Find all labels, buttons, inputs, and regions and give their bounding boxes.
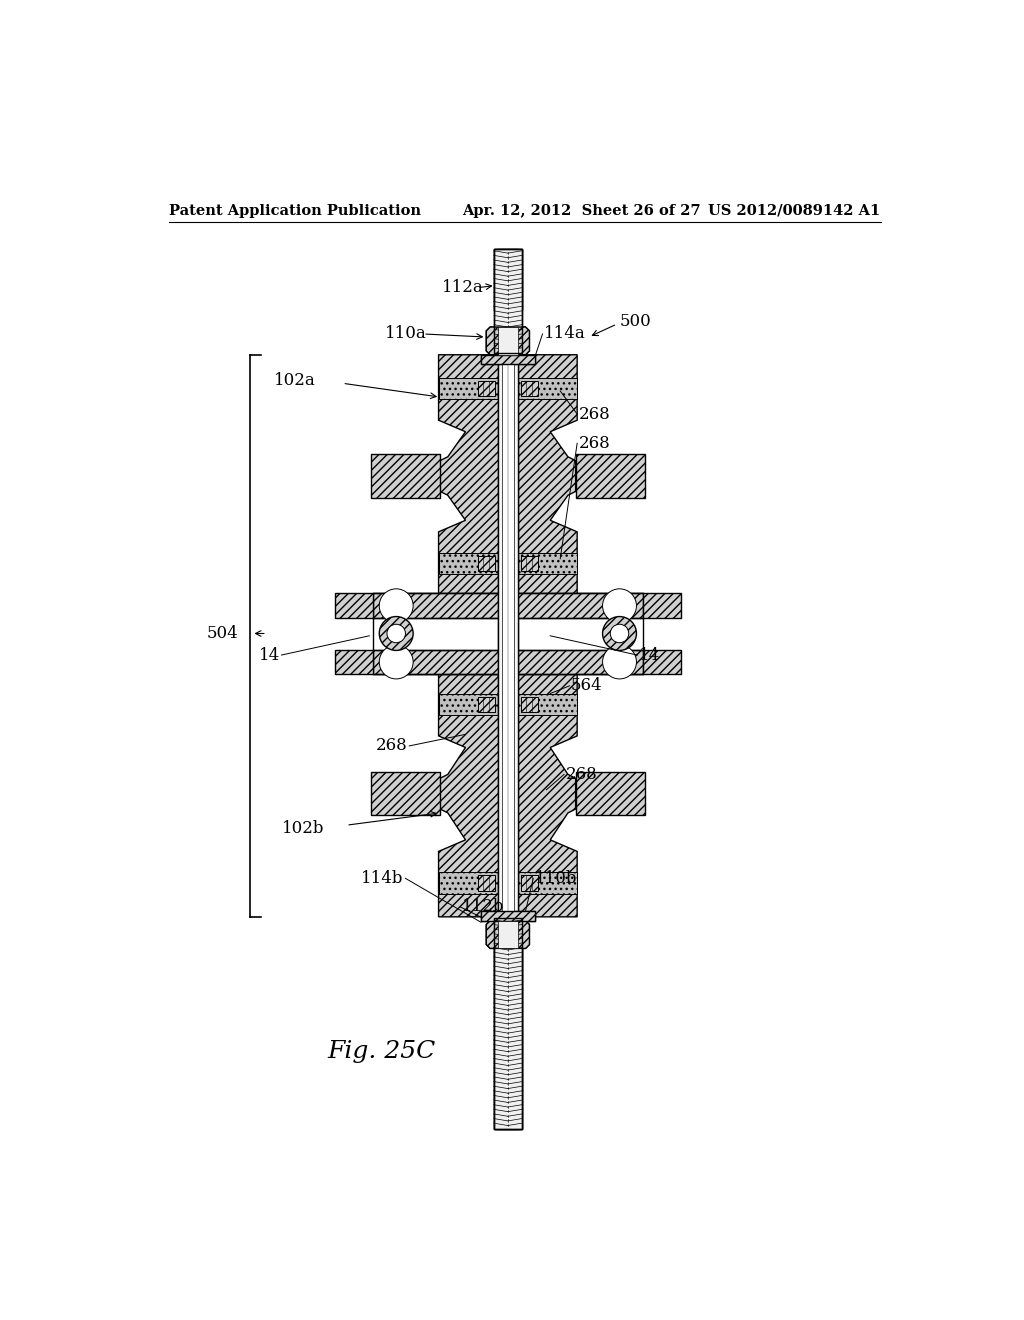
Bar <box>521 697 538 711</box>
Circle shape <box>610 624 629 643</box>
Polygon shape <box>486 921 529 948</box>
Bar <box>438 693 578 715</box>
Bar <box>478 875 495 891</box>
Text: 500: 500 <box>620 313 651 330</box>
Bar <box>498 253 518 1125</box>
Bar <box>498 327 518 355</box>
Bar <box>478 556 495 572</box>
Circle shape <box>602 645 637 678</box>
Polygon shape <box>486 327 529 355</box>
Text: 268: 268 <box>376 738 408 755</box>
Text: 504: 504 <box>207 624 239 642</box>
Text: 110a: 110a <box>385 326 426 342</box>
Bar <box>521 556 538 572</box>
Text: 564: 564 <box>571 677 603 694</box>
Bar <box>494 919 521 1129</box>
Polygon shape <box>486 327 529 355</box>
Text: 112a: 112a <box>442 280 484 296</box>
Bar <box>521 381 538 396</box>
Text: Patent Application Publication: Patent Application Publication <box>169 203 421 218</box>
Text: 268: 268 <box>579 434 610 451</box>
Polygon shape <box>438 671 578 917</box>
Bar <box>494 932 521 1129</box>
Circle shape <box>379 645 413 678</box>
Polygon shape <box>371 454 440 498</box>
Bar <box>502 249 514 1129</box>
Bar <box>643 649 681 675</box>
Text: Fig. 25C: Fig. 25C <box>327 1040 435 1063</box>
Text: US 2012/0089142 A1: US 2012/0089142 A1 <box>709 203 881 218</box>
Bar <box>481 355 535 364</box>
Circle shape <box>602 589 637 623</box>
Bar <box>438 553 578 574</box>
Bar <box>521 875 538 891</box>
Bar <box>494 249 521 310</box>
Text: 114a: 114a <box>544 326 586 342</box>
Polygon shape <box>486 921 529 948</box>
Bar <box>494 932 521 1129</box>
Bar <box>478 697 495 711</box>
Text: Apr. 12, 2012  Sheet 26 of 27: Apr. 12, 2012 Sheet 26 of 27 <box>462 203 700 218</box>
Bar <box>494 249 521 354</box>
Bar <box>502 253 514 1125</box>
Bar <box>438 378 578 400</box>
Polygon shape <box>575 454 645 498</box>
Bar <box>498 327 518 355</box>
Bar <box>498 249 518 1129</box>
Text: 268: 268 <box>565 766 597 783</box>
Text: 110b: 110b <box>535 870 578 887</box>
Bar <box>373 649 643 675</box>
Bar <box>335 649 373 675</box>
Text: 102a: 102a <box>273 372 315 388</box>
Text: 114b: 114b <box>361 870 403 887</box>
Bar <box>481 355 535 364</box>
Text: 102b: 102b <box>282 820 325 837</box>
Bar <box>373 594 643 675</box>
Circle shape <box>379 616 413 651</box>
Circle shape <box>387 624 406 643</box>
Bar <box>498 921 518 948</box>
Bar <box>373 594 643 618</box>
Text: 268: 268 <box>579 405 610 422</box>
Bar <box>494 919 521 1129</box>
Circle shape <box>379 589 413 623</box>
Bar <box>481 911 535 921</box>
Bar <box>643 594 681 618</box>
Text: 14: 14 <box>259 647 280 664</box>
Text: 112b: 112b <box>462 899 504 915</box>
Bar <box>494 249 521 354</box>
Bar <box>478 381 495 396</box>
Bar <box>438 873 578 894</box>
Polygon shape <box>575 772 645 816</box>
Text: 14: 14 <box>639 647 660 664</box>
Bar <box>335 594 373 618</box>
Bar <box>498 921 518 948</box>
Polygon shape <box>438 355 578 597</box>
Polygon shape <box>371 772 440 816</box>
Bar <box>494 249 521 310</box>
Circle shape <box>602 616 637 651</box>
Bar <box>481 911 535 921</box>
